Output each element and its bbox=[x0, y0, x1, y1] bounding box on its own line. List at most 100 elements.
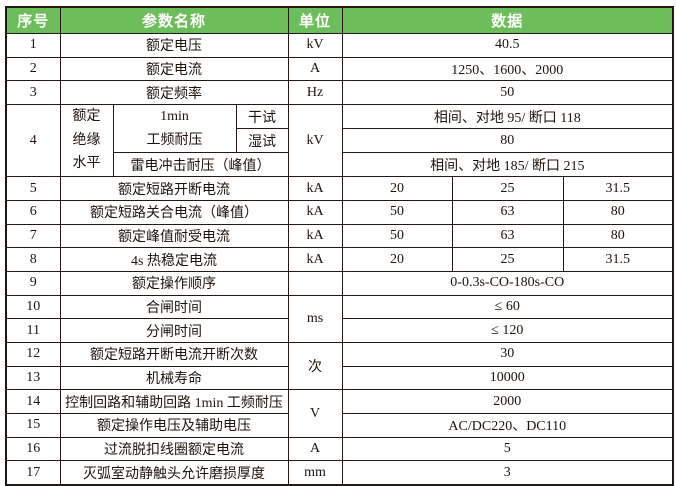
row-8-unit: kA bbox=[287, 247, 343, 272]
row-8-data-1: 20 bbox=[341, 247, 453, 272]
row-6-param: 额定短路关合电流（峰值） bbox=[59, 199, 289, 225]
row-5-data-1: 20 bbox=[341, 176, 453, 201]
row-16-unit: A bbox=[287, 436, 343, 462]
row-12-param: 额定短路开断电流开断次数 bbox=[59, 341, 289, 367]
table-row: 2 额定电流 A 1250、1600、2000 bbox=[5, 56, 674, 82]
row-1-param: 额定电压 bbox=[59, 33, 289, 58]
row-8-no: 8 bbox=[5, 247, 61, 272]
table-row: 9 额定操作顺序 0-0.3s-CO-180s-CO bbox=[5, 270, 674, 296]
row-5-data-2: 25 bbox=[451, 176, 564, 201]
row-17-data: 3 bbox=[341, 460, 674, 486]
table-row: 7 额定峰值耐受电流 kA 50 63 80 bbox=[5, 223, 674, 249]
row-11-param: 分闸时间 bbox=[59, 318, 289, 343]
row-1-data: 40.5 bbox=[341, 33, 674, 58]
row-5-no: 5 bbox=[5, 176, 61, 201]
table-row: 12 额定短路开断电流开断次数 次 30 bbox=[5, 341, 674, 391]
row-17-param: 灭弧室动静触头允许磨损厚度 bbox=[59, 460, 289, 486]
row-5-data-3: 31.5 bbox=[562, 176, 674, 201]
row-12-13-unit: 次 bbox=[287, 341, 343, 391]
row-4-wet-data: 80 bbox=[341, 128, 674, 154]
row-7-unit: kA bbox=[287, 223, 343, 249]
row-6-data-3: 80 bbox=[562, 199, 674, 225]
spec-table: 序号 参数名称 单位 数据 1 额定电压 kV 40.5 2 额定电流 A 12… bbox=[5, 6, 675, 486]
row-4-freq-withstand-label: 1min 工频耐压 bbox=[112, 104, 237, 154]
row-5-unit: kA bbox=[287, 176, 343, 201]
row-11-no: 11 bbox=[5, 318, 61, 343]
header-data: 数据 bbox=[341, 6, 674, 34]
table-row: 11 分闸时间 ≤ 120 bbox=[5, 318, 674, 343]
row-1-unit: kV bbox=[287, 33, 343, 58]
row-13-data: 10000 bbox=[341, 365, 674, 391]
row-10-no: 10 bbox=[5, 294, 61, 320]
row-7-no: 7 bbox=[5, 223, 61, 249]
row-4-group-label: 额定 绝缘 水平 bbox=[59, 104, 114, 178]
row-17-unit: mm bbox=[287, 460, 343, 486]
row-10-11-unit: ms bbox=[287, 294, 343, 343]
table-row: 13 机械寿命 10000 bbox=[5, 365, 674, 391]
table-row: 6 额定短路关合电流（峰值） kA 50 63 80 bbox=[5, 199, 674, 225]
row-3-unit: Hz bbox=[287, 80, 343, 106]
row-4-dry-label: 干试 bbox=[235, 104, 289, 130]
row-1-no: 1 bbox=[5, 33, 61, 58]
row-2-data: 1250、1600、2000 bbox=[341, 56, 674, 82]
row-16-param: 过流脱扣线圈额定电流 bbox=[59, 436, 289, 462]
row-3-data: 50 bbox=[341, 80, 674, 106]
row-5-param: 额定短路开断电流 bbox=[59, 176, 289, 201]
table-row: 14 控制回路和辅助回路 1min 工频耐压 V 2000 bbox=[5, 389, 674, 438]
row-6-unit: kA bbox=[287, 199, 343, 225]
row-10-param: 合闸时间 bbox=[59, 294, 289, 320]
table-row: 8 4s 热稳定电流 kA 20 25 31.5 bbox=[5, 247, 674, 272]
header-unit: 单位 bbox=[287, 6, 343, 34]
table-row: 1 额定电压 kV 40.5 bbox=[5, 33, 674, 58]
row-4-lightning-label: 雷电冲击耐压（峰值） bbox=[112, 152, 289, 178]
row-4-lightning-data: 相间、对地 185/ 断口 215 bbox=[341, 152, 674, 178]
row-15-no: 15 bbox=[5, 413, 61, 438]
row-6-no: 6 bbox=[5, 199, 61, 225]
header-param: 参数名称 bbox=[59, 6, 289, 34]
table-row: 4 额定 绝缘 水平 1min 工频耐压 干试 kV 相间、对地 95/ 断口 … bbox=[5, 104, 674, 178]
row-7-data-1: 50 bbox=[341, 223, 453, 249]
row-14-15-unit: V bbox=[287, 389, 343, 438]
table-row: 雷电冲击耐压（峰值） 相间、对地 185/ 断口 215 bbox=[6, 152, 674, 178]
row-15-data: AC/DC220、DC110 bbox=[341, 413, 674, 438]
row-7-data-2: 63 bbox=[451, 223, 564, 249]
row-9-param: 额定操作顺序 bbox=[59, 270, 289, 296]
row-6-data-1: 50 bbox=[341, 199, 453, 225]
row-16-data: 5 bbox=[341, 436, 674, 462]
row-9-no: 9 bbox=[5, 270, 61, 296]
row-13-param: 机械寿命 bbox=[59, 365, 289, 391]
row-8-param: 4s 热稳定电流 bbox=[59, 247, 289, 272]
table-row: 17 灭弧室动静触头允许磨损厚度 mm 3 bbox=[5, 460, 674, 486]
row-4-no: 4 bbox=[5, 104, 61, 178]
row-8-data-2: 25 bbox=[451, 247, 564, 272]
row-7-param: 额定峰值耐受电流 bbox=[59, 223, 289, 249]
table-row: 3 额定频率 Hz 50 bbox=[5, 80, 674, 106]
table-row: 5 额定短路开断电流 kA 20 25 31.5 bbox=[5, 176, 674, 201]
row-16-no: 16 bbox=[5, 436, 61, 462]
row-2-unit: A bbox=[287, 56, 343, 82]
row-17-no: 17 bbox=[5, 460, 61, 486]
row-12-data: 30 bbox=[341, 341, 674, 367]
header-no: 序号 bbox=[5, 6, 61, 34]
row-9-unit bbox=[287, 270, 343, 296]
row-14-data: 2000 bbox=[341, 389, 674, 415]
row-4-wet-label: 湿试 bbox=[235, 128, 289, 154]
header-row: 序号 参数名称 单位 数据 bbox=[5, 6, 674, 34]
row-2-param: 额定电流 bbox=[59, 56, 289, 82]
row-7-data-3: 80 bbox=[562, 223, 674, 249]
table-row: 15 额定操作电压及辅助电压 AC/DC220、DC110 bbox=[5, 413, 674, 438]
table-row: 16 过流脱扣线圈额定电流 A 5 bbox=[5, 436, 674, 462]
row-9-data: 0-0.3s-CO-180s-CO bbox=[341, 270, 674, 296]
table-row: 10 合闸时间 ms ≤ 60 bbox=[5, 294, 674, 343]
row-4-unit: kV bbox=[287, 104, 343, 178]
row-13-no: 13 bbox=[5, 365, 61, 391]
row-3-param: 额定频率 bbox=[59, 80, 289, 106]
row-15-param: 额定操作电压及辅助电压 bbox=[59, 413, 289, 438]
row-12-no: 12 bbox=[5, 341, 61, 367]
row-14-no: 14 bbox=[5, 389, 61, 415]
row-14-param: 控制回路和辅助回路 1min 工频耐压 bbox=[59, 389, 289, 415]
row-2-no: 2 bbox=[5, 56, 61, 82]
row-4-dry-data: 相间、对地 95/ 断口 118 bbox=[341, 104, 674, 130]
row-11-data: ≤ 120 bbox=[341, 318, 674, 343]
row-10-data: ≤ 60 bbox=[341, 294, 674, 320]
